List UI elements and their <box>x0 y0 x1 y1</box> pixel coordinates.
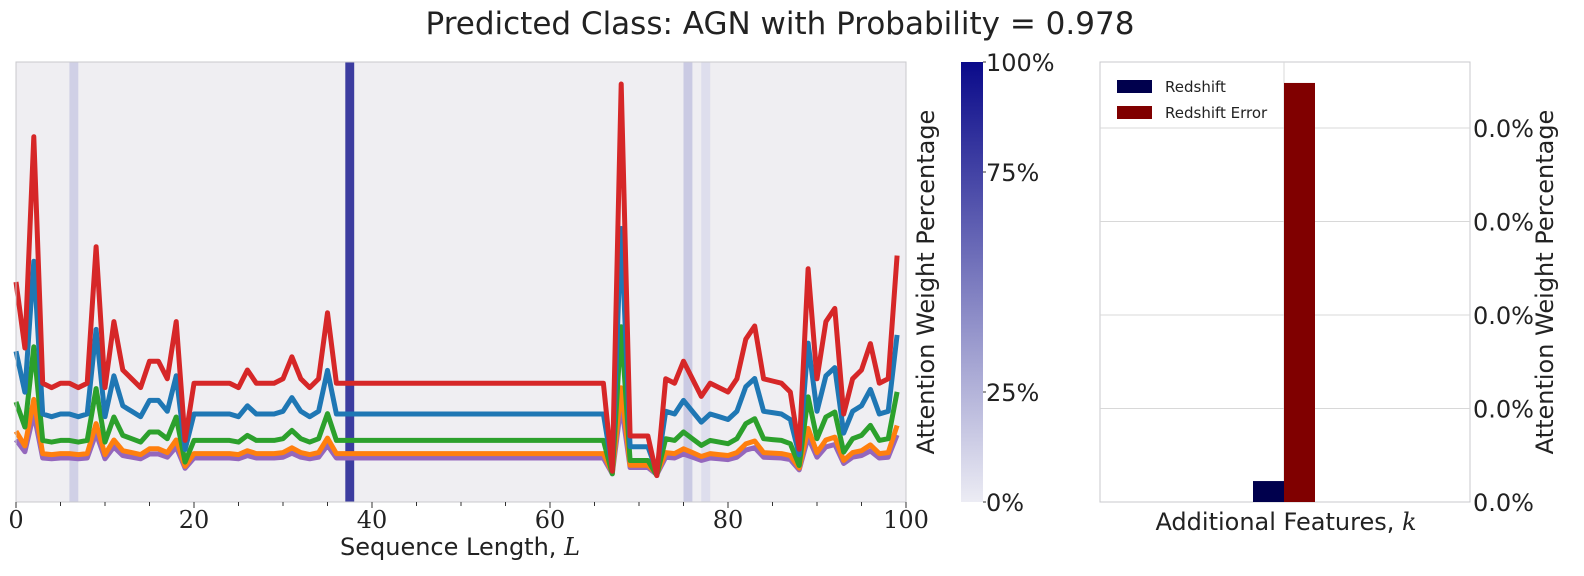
sequence-plot-background <box>16 62 906 502</box>
sequence-x-tick-label: 40 <box>357 506 388 534</box>
features-y-tick-label: 0.0% <box>1473 209 1534 237</box>
sequence-x-tick-label: 80 <box>713 506 744 534</box>
colorbar-tick-label: 0% <box>986 489 1024 517</box>
sequence-x-tick-label: 60 <box>535 506 566 534</box>
legend-swatch <box>1117 80 1152 93</box>
feature-bar <box>1253 481 1284 502</box>
features-y-tick-label: 0.0% <box>1473 396 1534 424</box>
features-panel: 0.0% 0.0% 0.0% 0.0% 0.0% Redshift Redshift Er… <box>1099 61 1559 536</box>
sequence-series-line <box>13 81 900 479</box>
colorbar: 0% 25% 75% 100% Attention Weight Percentage <box>912 49 1055 517</box>
features-y-tick-label: 0.0% <box>1473 115 1534 143</box>
sequence-panel: 0 20 40 60 80 100 Sequence Length, L <box>8 61 929 561</box>
legend-label: Redshift Error <box>1165 104 1268 122</box>
sequence-x-axis-label: Sequence Length, L <box>340 533 580 561</box>
sequence-x-tick-label: 0 <box>8 506 23 534</box>
features-y-ticks: 0.0% 0.0% 0.0% 0.0% 0.0% <box>1473 115 1534 517</box>
colorbar-tick-label: 75% <box>986 159 1039 187</box>
features-bars <box>1253 82 1315 502</box>
attention-band <box>69 62 79 502</box>
attention-band <box>701 62 711 502</box>
features-legend: Redshift Redshift Error <box>1117 78 1268 122</box>
features-y-axis-label: Attention Weight Percentage <box>1531 110 1559 455</box>
features-x-axis-label: Additional Features, k <box>1155 508 1416 536</box>
attention-bands <box>69 62 711 502</box>
sequence-series-line <box>13 226 900 474</box>
colorbar-ticks: 0% 25% 75% 100% <box>983 49 1055 517</box>
sequence-x-tick-label: 100 <box>883 506 929 534</box>
legend-swatch <box>1117 106 1152 119</box>
sequence-series-line <box>13 385 900 477</box>
figure-title: Predicted Class: AGN with Probability = … <box>426 6 1135 42</box>
colorbar-gradient <box>961 62 983 502</box>
sequence-series-line <box>13 324 900 478</box>
features-y-tick-label: 0.0% <box>1473 489 1534 517</box>
legend-label: Redshift <box>1165 78 1226 96</box>
attention-band <box>345 62 355 502</box>
sequence-x-tick-label: 20 <box>179 506 210 534</box>
colorbar-label: Attention Weight Percentage <box>912 110 940 455</box>
colorbar-tick-label: 100% <box>986 49 1055 77</box>
sequence-series-line <box>13 401 900 478</box>
sequence-lines <box>13 81 900 479</box>
sequence-x-ticks: 0 20 40 60 80 100 <box>8 502 929 534</box>
features-y-tick-label: 0.0% <box>1473 302 1534 330</box>
feature-bar <box>1284 82 1315 502</box>
attention-band <box>683 62 693 502</box>
colorbar-tick-label: 25% <box>986 379 1039 407</box>
